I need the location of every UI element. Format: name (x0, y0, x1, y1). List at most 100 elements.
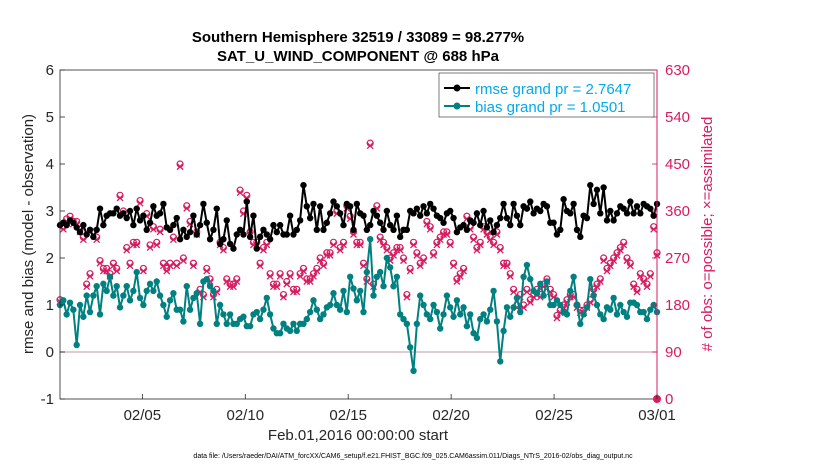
obs-assimilated-point (446, 241, 454, 249)
ticks-layer: -1 0 1 2 3 4 5 6 0 90 180 270 360 450 540 630 02/05 02/10… (41, 62, 690, 424)
y-right-tick-label: 630 (665, 62, 690, 79)
obs-assimilated-point (433, 241, 441, 249)
bias-point (203, 275, 210, 283)
bias-point (300, 320, 307, 327)
bias-point (123, 283, 130, 290)
rmse-point (427, 200, 434, 208)
bias-point (63, 311, 70, 318)
rmse-point (417, 212, 424, 219)
rmse-point (530, 210, 537, 217)
obs-assimilated-stroke (550, 293, 558, 301)
obs-assimilated-point (450, 262, 458, 270)
obs-assimilated-stroke (403, 293, 411, 301)
bias-point (540, 292, 547, 299)
rmse-point (196, 221, 204, 229)
bias-point (240, 313, 247, 320)
rmse-point (200, 200, 207, 208)
obs-assimilated-stroke (340, 241, 347, 249)
rmse-point (170, 221, 177, 229)
rmse-point (283, 231, 290, 238)
obs-assimilated-stroke (96, 259, 104, 267)
bias-point (76, 301, 84, 309)
rmse-point (286, 212, 294, 219)
obs-assimilated-stroke (380, 241, 387, 249)
rmse-point (413, 205, 421, 212)
x-tick-label: 02/10 (227, 407, 265, 424)
bias-point (163, 313, 170, 320)
obs-assimilated-stroke (93, 236, 101, 244)
bias-point (463, 322, 471, 330)
bias-point (567, 287, 574, 295)
y-right-tick-label: 180 (665, 297, 690, 314)
obs-assimilated-stroke (626, 262, 634, 270)
obs-assimilated-point (400, 257, 407, 265)
bias-point (483, 318, 491, 325)
rmse-point (63, 221, 70, 229)
legend-label-bias: bias grand pr = 1.0501 (475, 99, 626, 116)
rmse-point (470, 219, 477, 226)
rmse-point (336, 210, 344, 217)
obs-assimilated-point (413, 251, 421, 259)
rmse-point (346, 203, 354, 210)
obs-assimilated-stroke (219, 246, 227, 254)
bias-point (617, 301, 624, 309)
obs-assimilated-stroke (350, 231, 357, 238)
obs-assimilated-stroke (420, 257, 427, 265)
obs-assimilated-stroke (139, 267, 147, 275)
rmse-point (537, 207, 544, 215)
obs-assimilated-stroke (463, 215, 471, 223)
bias-point (253, 308, 260, 316)
legend-label-rmse: rmse grand pr = 2.7647 (475, 81, 631, 98)
obs-assimilated-stroke (189, 262, 197, 270)
obs-assimilated-stroke (126, 262, 134, 270)
rmse-point (410, 210, 417, 217)
bias-point (620, 308, 627, 316)
y-tick-label: 3 (46, 203, 54, 220)
obs-assimilated-stroke (136, 199, 144, 207)
rmse-point (190, 212, 197, 219)
obs-assimilated-stroke (396, 246, 404, 254)
bias-point (537, 280, 544, 288)
obs-assimilated-stroke (490, 241, 498, 249)
rmse-point (136, 217, 144, 224)
bias-point (450, 313, 457, 320)
obs-assimilated-stroke (283, 280, 291, 288)
obs-assimilated-stroke (446, 241, 454, 249)
obs-assimilated-stroke (360, 262, 367, 270)
obs-assimilated-point (593, 283, 601, 291)
rmse-point (160, 200, 167, 208)
obs-assimilated-point (383, 246, 391, 254)
bias-point (600, 315, 607, 323)
y-right-tick-label: 0 (665, 391, 673, 408)
obs-assimilated-point (430, 251, 438, 259)
bias-point (83, 292, 90, 299)
obs-assimilated-stroke (526, 298, 534, 306)
x-tick-label: 02/25 (535, 407, 573, 424)
obs-assimilated-point (420, 257, 427, 265)
obs-assimilated-stroke (600, 257, 608, 265)
rmse-point (203, 219, 210, 226)
bias-point (427, 315, 434, 323)
bias-point (597, 311, 604, 318)
obs-assimilated-stroke (486, 236, 494, 244)
rmse-point (650, 212, 657, 219)
rmse-point (146, 219, 154, 226)
obs-assimilated-point (623, 257, 631, 265)
rmse-point (623, 210, 631, 217)
bias-point (350, 285, 357, 292)
bias-point (280, 320, 287, 327)
rmse-point (120, 210, 127, 217)
y-right-tick-label: 90 (665, 344, 682, 361)
bias-point (527, 275, 534, 283)
bias-point (210, 287, 217, 295)
bias-point (420, 301, 427, 309)
obs-assimilated-point (259, 246, 267, 254)
obs-assimilated-point (159, 262, 167, 270)
obs-assimilated-point (526, 298, 534, 306)
bias-point (270, 325, 277, 332)
bias-point (557, 301, 564, 309)
rmse-point (193, 231, 200, 238)
bias-point (143, 287, 150, 295)
obs-assimilated-point (306, 278, 314, 285)
bias-point (583, 304, 591, 311)
